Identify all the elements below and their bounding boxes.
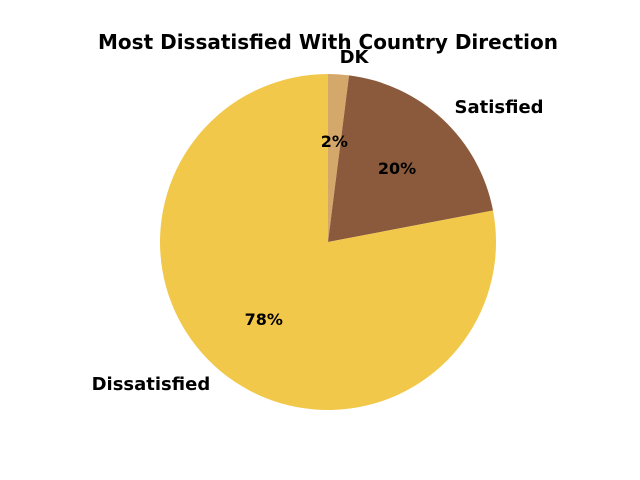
pie-pct-label-dk: 2% — [321, 132, 348, 151]
pie-label-dissatisfied: Dissatisfied — [92, 374, 211, 395]
pie-labels: 2% DK 20% Satisfied 78% Dissatisfied — [92, 47, 544, 395]
pie-pct-label-satisfied: 20% — [378, 159, 416, 178]
pie-label-satisfied: Satisfied — [455, 97, 544, 118]
pie-pct-label-dissatisfied: 78% — [245, 310, 283, 329]
pie-slice-dk — [328, 74, 350, 242]
pie-slice-satisfied — [328, 75, 494, 242]
chart-title: Most Dissatisfied With Country Direction — [98, 30, 558, 54]
pie-slice-dissatisfied — [160, 74, 496, 411]
pie-slices — [160, 74, 496, 411]
pie-label-dk: DK — [340, 47, 370, 68]
